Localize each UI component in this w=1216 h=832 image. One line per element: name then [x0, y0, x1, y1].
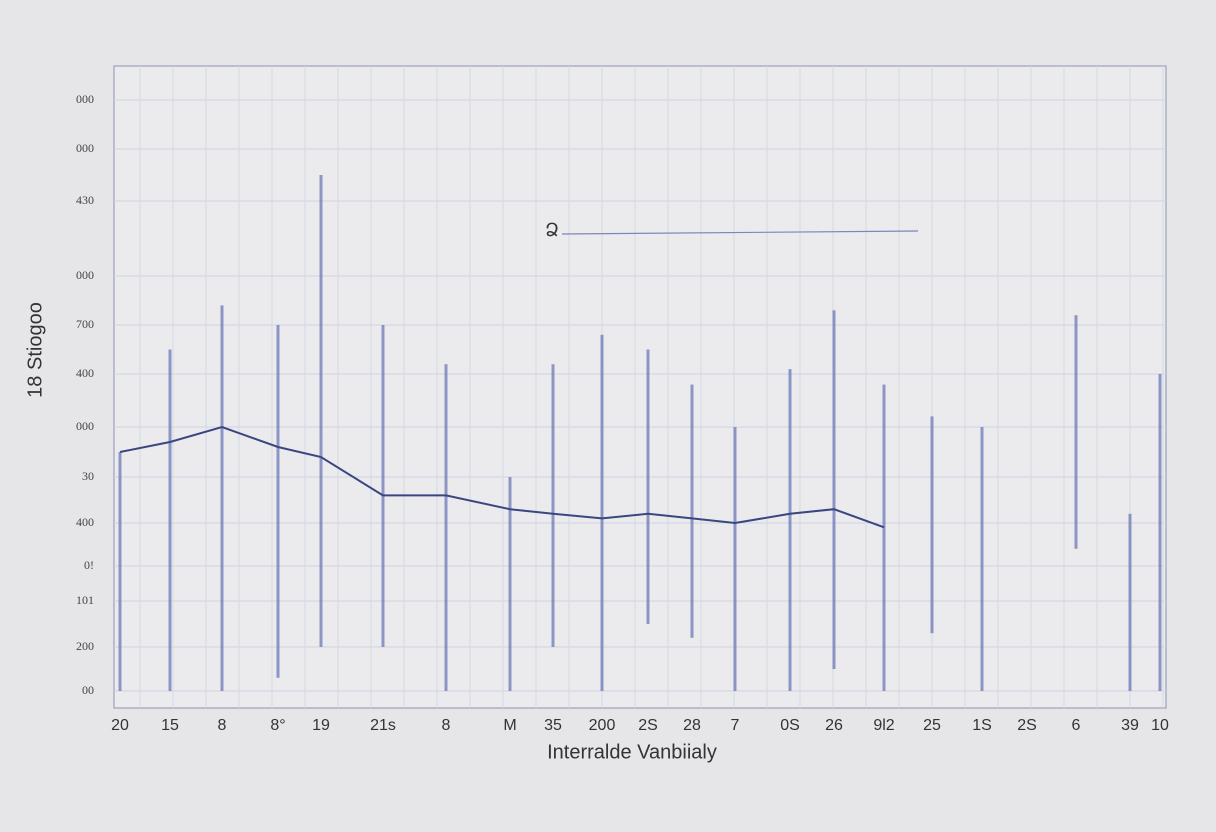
- y-tick-label: 430: [76, 193, 94, 207]
- x-tick-label: 8°: [270, 717, 285, 734]
- spike: [646, 349, 650, 624]
- spike: [508, 477, 512, 691]
- spike: [276, 325, 280, 678]
- spike: [733, 427, 737, 691]
- line: [119, 425, 885, 529]
- x-tick-label: 200: [589, 717, 616, 734]
- spike: [1158, 374, 1162, 691]
- y-tick-label: 200: [76, 639, 94, 653]
- spike: [118, 452, 122, 691]
- y-tick-label: 000: [76, 92, 94, 106]
- y-tick-label: 101: [76, 593, 94, 607]
- x-tick-label: 20: [111, 717, 129, 734]
- spike: [980, 427, 984, 691]
- y-tick-label: 000: [76, 419, 94, 433]
- x-tick-label: 39: [1121, 717, 1139, 734]
- x-tick-label: 28: [683, 717, 701, 734]
- spike: [319, 175, 323, 647]
- annotation-line: [561, 230, 919, 235]
- spike: [930, 416, 934, 634]
- x-tick-label: 26: [825, 717, 843, 734]
- x-tick-label: 15: [161, 717, 179, 734]
- x-tick-label: 2S: [638, 717, 658, 734]
- x-tick-label: 21s: [370, 717, 396, 734]
- marks: [118, 175, 1162, 691]
- x-axis-label: Interralde Vanbiialy: [547, 741, 717, 763]
- spike: [882, 384, 886, 691]
- spike: [600, 334, 604, 691]
- y-tick-label: 30: [82, 469, 94, 483]
- y-tick-label: 000: [76, 268, 94, 282]
- spike: [551, 364, 555, 647]
- x-tick-label: 6: [1072, 717, 1081, 734]
- y-tick-label: 0!: [84, 558, 94, 572]
- spike: [220, 305, 224, 691]
- y-tick-label: 400: [76, 515, 94, 529]
- y-tick-label: 700: [76, 317, 94, 331]
- spike: [690, 384, 694, 638]
- x-tick-label: 8: [218, 717, 227, 734]
- spike: [444, 364, 448, 691]
- y-tick-label: 400: [76, 366, 94, 380]
- x-tick-label: 25: [923, 717, 941, 734]
- spike: [788, 369, 792, 691]
- spike: [832, 310, 836, 669]
- x-tick-label: 35: [544, 717, 562, 734]
- spike: [168, 349, 172, 691]
- x-tick-label: 19: [312, 717, 330, 734]
- x-tick-label: 8: [442, 717, 451, 734]
- annotation: Ձ: [545, 220, 559, 240]
- x-tick-label: 0S: [780, 717, 800, 734]
- x-tick-label: M: [503, 717, 516, 734]
- x-tick-label: 9l2: [873, 717, 894, 734]
- spike: [381, 325, 385, 647]
- x-tick-label: 7: [731, 717, 740, 734]
- spike: [1128, 513, 1132, 691]
- y-tick-label: 00: [82, 683, 94, 697]
- x-tick-label: 10: [1151, 717, 1169, 734]
- x-tick-label: 1S: [972, 717, 992, 734]
- x-tick-label: 2S: [1017, 717, 1037, 734]
- y-axis-label: 18 Stiogoo: [24, 302, 46, 398]
- y-tick-label: 000: [76, 141, 94, 155]
- spike: [1074, 315, 1078, 549]
